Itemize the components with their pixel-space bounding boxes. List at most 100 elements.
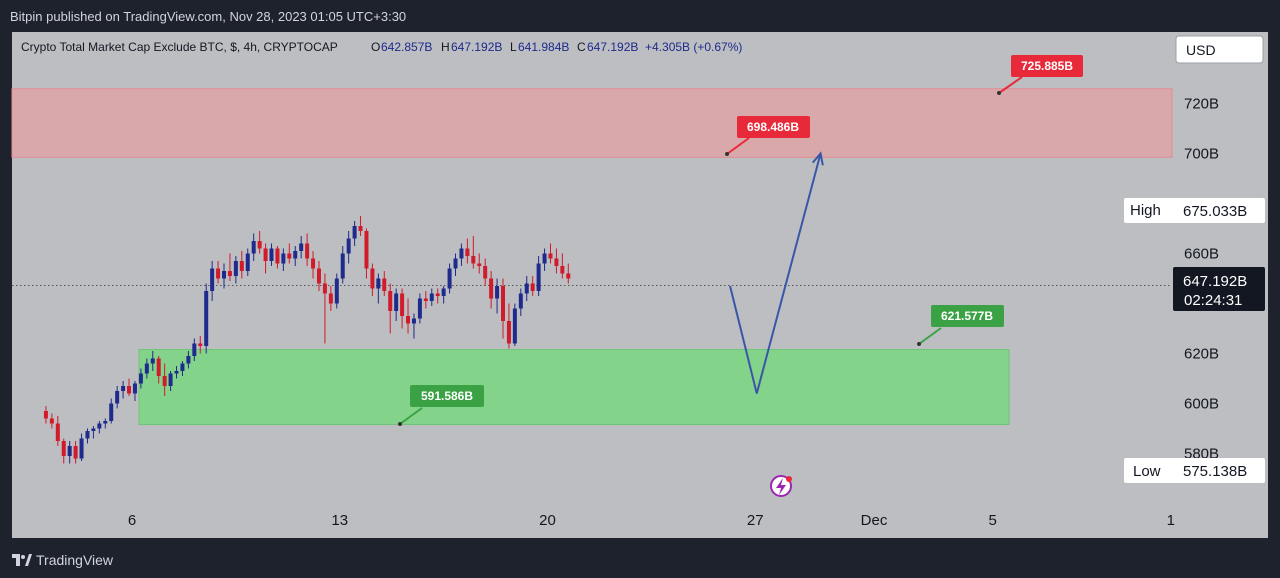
candle-body bbox=[79, 438, 84, 459]
candle-body bbox=[566, 273, 571, 279]
candle-body bbox=[506, 321, 511, 344]
candle-body bbox=[459, 248, 464, 259]
time-tick-label: Dec bbox=[861, 512, 888, 529]
annotation-698-text: 698.486B bbox=[747, 120, 799, 134]
annotation-621[interactable]: 621.577B bbox=[917, 305, 1004, 346]
candle-body bbox=[406, 316, 411, 324]
candle-body bbox=[162, 376, 167, 386]
price-tick-label: 600B bbox=[1184, 396, 1219, 413]
candle-body bbox=[536, 263, 541, 291]
candle-body bbox=[441, 288, 446, 296]
price-tick-label: 660B bbox=[1184, 246, 1219, 263]
candle-body bbox=[411, 318, 416, 324]
ohlc-l-label: L bbox=[510, 40, 517, 54]
currency-button[interactable]: USD bbox=[1175, 35, 1264, 64]
time-tick-label: 6 bbox=[128, 512, 136, 529]
annotation-698-pointer bbox=[726, 137, 750, 155]
candle-body bbox=[548, 253, 553, 259]
bar-countdown: 02:24:31 bbox=[1184, 292, 1242, 309]
time-tick-label: 27 bbox=[747, 512, 764, 529]
candle-body bbox=[340, 253, 345, 279]
candle-body bbox=[530, 283, 535, 291]
candle-body bbox=[316, 268, 321, 284]
candle-body bbox=[210, 268, 215, 291]
flash-icon[interactable] bbox=[770, 475, 792, 497]
candle-body bbox=[334, 278, 339, 304]
time-tick-label: 20 bbox=[539, 512, 556, 529]
candle-body bbox=[138, 373, 143, 384]
candle-body bbox=[55, 423, 60, 441]
publish-text: Bitpin published on TradingView.com, Nov… bbox=[10, 9, 407, 24]
candle-body bbox=[435, 293, 440, 296]
candle-body bbox=[453, 258, 458, 269]
candle-body bbox=[489, 278, 494, 299]
high-label: High bbox=[1130, 202, 1161, 219]
candles bbox=[43, 216, 571, 464]
candle-body bbox=[364, 231, 369, 269]
candle-body bbox=[352, 226, 357, 239]
time-tick-label: 13 bbox=[331, 512, 348, 529]
ohlc-h-label: H bbox=[441, 40, 450, 54]
candle-body bbox=[346, 238, 351, 254]
annotation-698[interactable]: 698.486B bbox=[725, 116, 810, 156]
annotation-725-box bbox=[1011, 55, 1083, 77]
annotation-725[interactable]: 725.885B bbox=[997, 55, 1083, 95]
candle-body bbox=[132, 383, 137, 394]
ohlc-h-value: 647.192B bbox=[451, 40, 502, 54]
low-value: 575.138B bbox=[1183, 463, 1247, 480]
price-ticks: 600B620B660B680B700B720B740B580B bbox=[1184, 46, 1219, 463]
candle-body bbox=[512, 308, 517, 344]
candle-body bbox=[61, 441, 66, 456]
annotation-621-box bbox=[931, 305, 1004, 327]
tradingview-brand[interactable]: TradingView bbox=[36, 552, 114, 568]
resistance-zone bbox=[11, 88, 1173, 158]
candle-body bbox=[115, 391, 120, 404]
candle-body bbox=[388, 291, 393, 311]
candle-body bbox=[263, 248, 268, 261]
candle-body bbox=[222, 271, 227, 279]
candle-body bbox=[91, 428, 96, 431]
annotation-591-dot bbox=[398, 422, 402, 426]
time-ticks: 6 13 20 27 Dec 5 1 bbox=[128, 512, 1175, 529]
candle-body bbox=[311, 258, 316, 269]
annotation-591-box bbox=[410, 385, 484, 407]
candle-body bbox=[269, 248, 274, 261]
high-badge: High 675.033B bbox=[1124, 198, 1265, 223]
ohlc-l-value: 641.984B bbox=[518, 40, 569, 54]
candle-body bbox=[156, 358, 161, 376]
annotation-621-pointer bbox=[918, 327, 942, 345]
candle-body bbox=[43, 411, 48, 419]
symbol-legend: Crypto Total Market Cap Exclude BTC, $, … bbox=[21, 40, 742, 54]
annotation-591[interactable]: 591.586B bbox=[398, 385, 484, 426]
ohlc-c-label: C bbox=[577, 40, 586, 54]
current-price-value: 647.192B bbox=[1183, 273, 1247, 290]
ohlc-change: +4.305B (+0.67%) bbox=[645, 40, 742, 54]
candle-body bbox=[281, 253, 286, 264]
candle-body bbox=[328, 293, 333, 304]
candle-body bbox=[192, 343, 197, 356]
candle-body bbox=[251, 241, 256, 254]
time-tick-label: 1 bbox=[1167, 512, 1175, 529]
price-tick-label: 720B bbox=[1184, 96, 1219, 113]
projection-arrow bbox=[729, 153, 822, 394]
candle-body bbox=[305, 243, 310, 259]
candle-body bbox=[227, 271, 232, 276]
publish-header: Bitpin published on TradingView.com, Nov… bbox=[0, 0, 1280, 32]
candle-body bbox=[358, 226, 363, 231]
candle-body bbox=[382, 278, 387, 291]
candle-body bbox=[204, 291, 209, 346]
candle-body bbox=[370, 268, 375, 289]
annotation-621-text: 621.577B bbox=[941, 309, 993, 323]
price-tick-label: 700B bbox=[1184, 146, 1219, 163]
candle-body bbox=[180, 363, 185, 371]
candle-body bbox=[245, 253, 250, 271]
candle-body bbox=[216, 268, 221, 279]
annotation-725-dot bbox=[997, 91, 1001, 95]
candle-body bbox=[275, 248, 280, 264]
time-axis[interactable] bbox=[12, 502, 1268, 538]
candle-body bbox=[554, 258, 559, 266]
candle-body bbox=[233, 261, 238, 276]
candle-body bbox=[477, 263, 482, 266]
tradingview-logo-icon[interactable] bbox=[12, 552, 32, 568]
